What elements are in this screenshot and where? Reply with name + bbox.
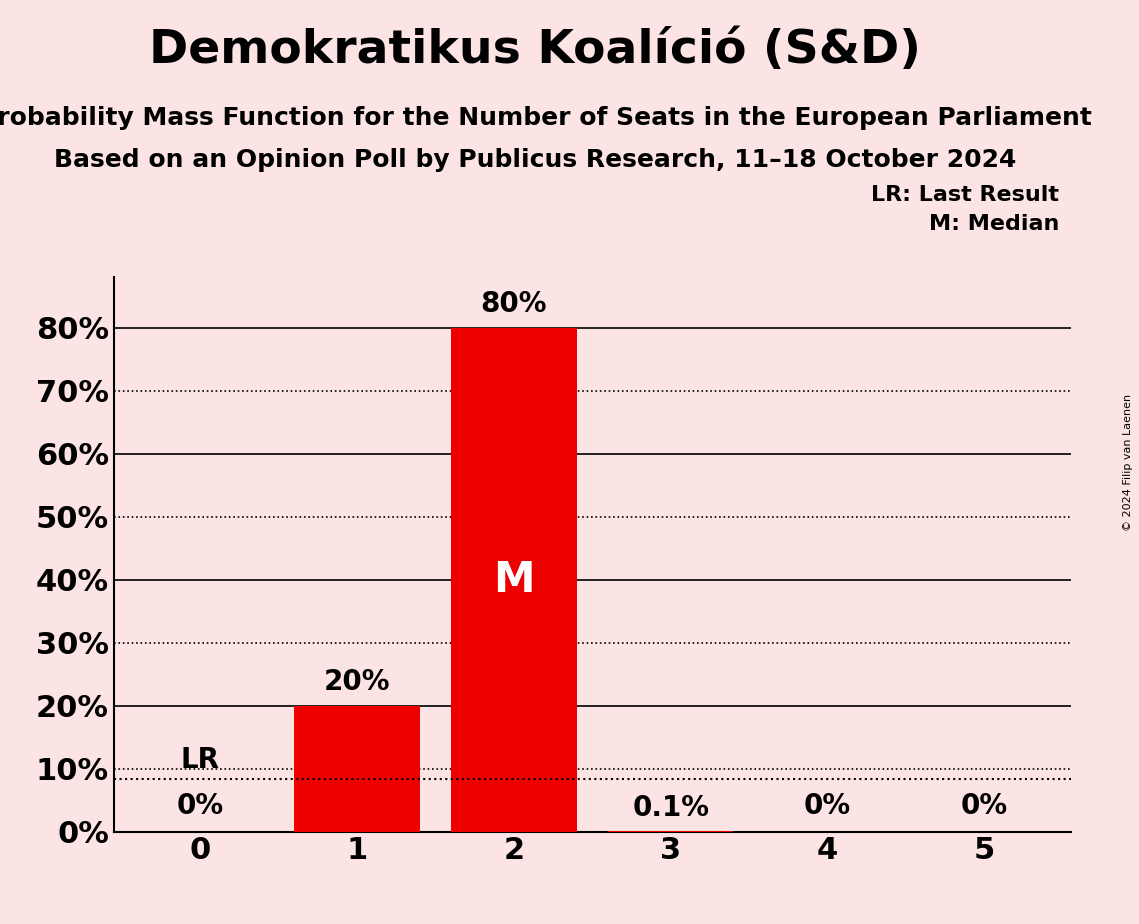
Text: 80%: 80% [481,290,547,318]
Text: LR: Last Result: LR: Last Result [871,185,1059,205]
Bar [451,328,576,832]
Text: Demokratikus Koalíció (S&D): Demokratikus Koalíció (S&D) [149,28,921,73]
Text: M: M [493,559,534,601]
Text: 0%: 0% [961,792,1008,821]
Text: 20%: 20% [323,668,391,696]
Text: Probability Mass Function for the Number of Seats in the European Parliament: Probability Mass Function for the Number… [0,106,1092,130]
Bar [294,706,420,832]
Text: 0.1%: 0.1% [632,794,710,821]
Text: Based on an Opinion Poll by Publicus Research, 11–18 October 2024: Based on an Opinion Poll by Publicus Res… [55,148,1016,172]
Text: © 2024 Filip van Laenen: © 2024 Filip van Laenen [1123,394,1133,530]
Text: 0%: 0% [804,792,851,821]
Text: 0%: 0% [177,792,223,821]
Text: M: Median: M: Median [929,214,1059,235]
Text: LR: LR [181,747,220,774]
